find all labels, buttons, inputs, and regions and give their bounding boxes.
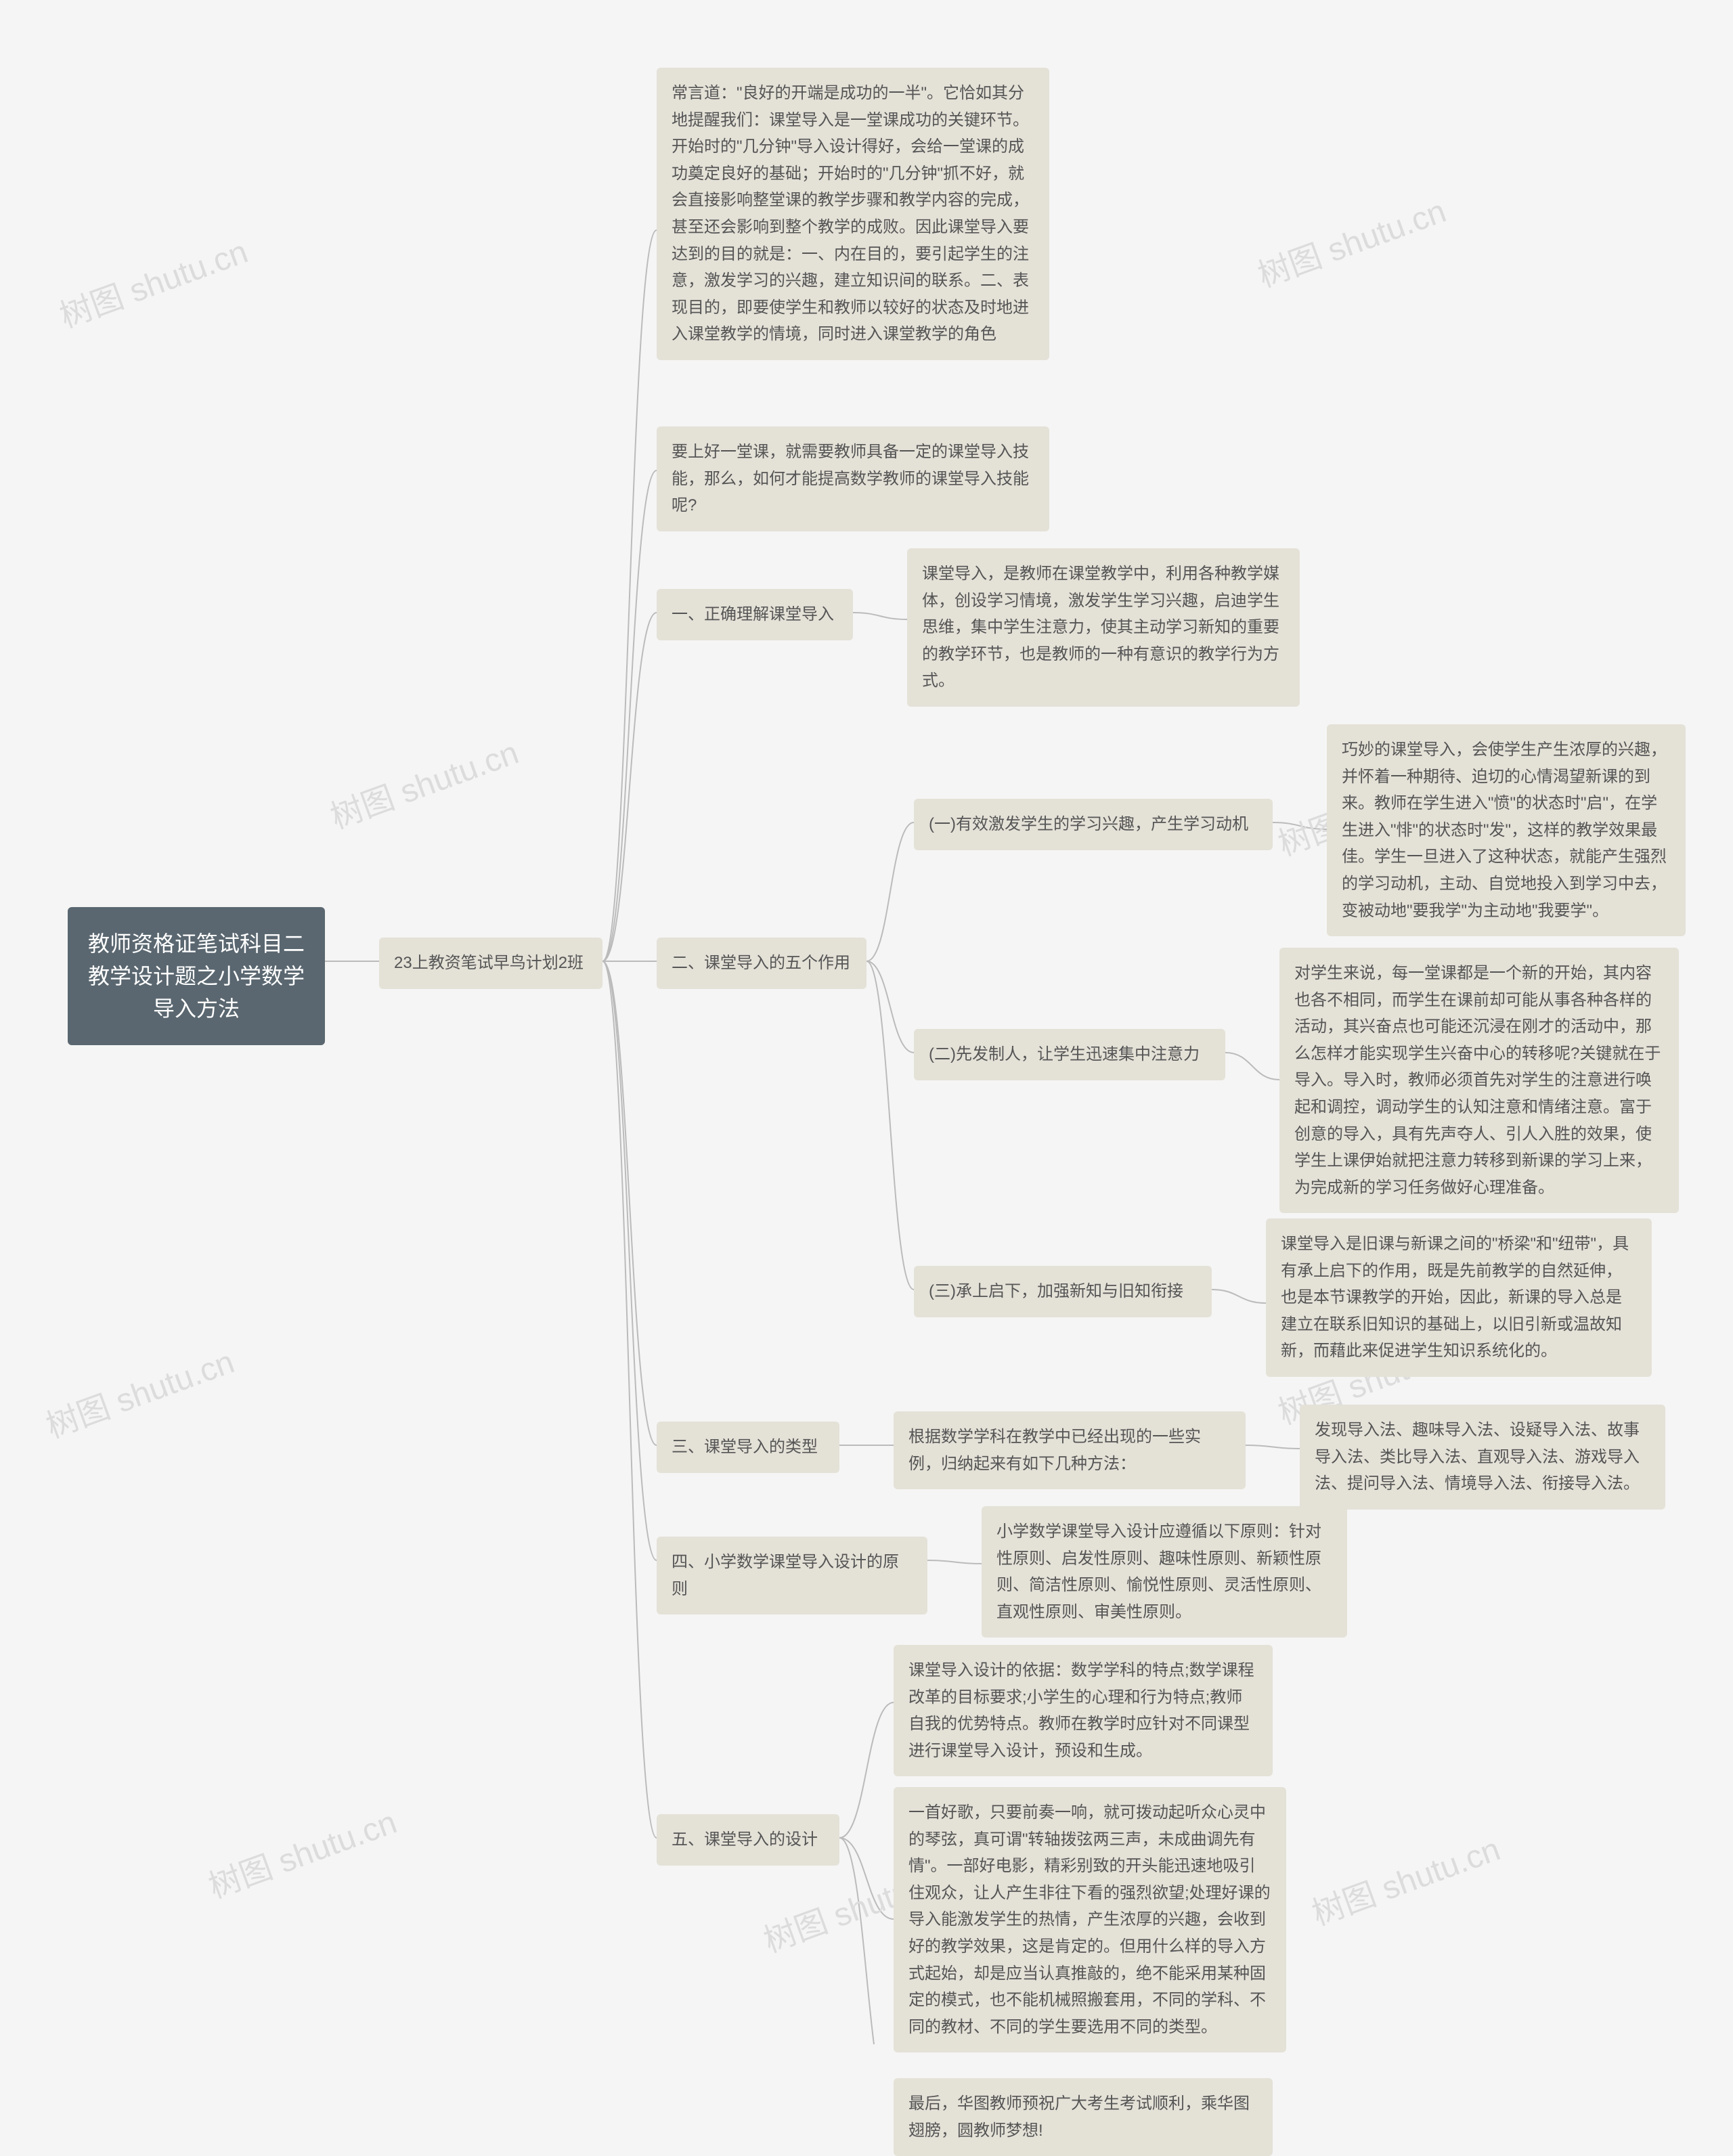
section-4-title[interactable]: 四、小学数学课堂导入设计的原则 xyxy=(657,1537,927,1614)
watermark: 树图 shutu.cn xyxy=(323,726,524,837)
intro-paragraph-2: 要上好一堂课，就需要教师具备一定的课堂导入技能，那么，如何才能提高数学教师的课堂… xyxy=(657,426,1049,531)
watermark: 树图 shutu.cn xyxy=(1304,1822,1506,1934)
section-5-content-2: 一首好歌，只要前奏一响，就可拨动起听众心灵中的琴弦，真可谓"转轴拨弦两三声，未成… xyxy=(894,1787,1286,2052)
section-3-content: 发现导入法、趣味导入法、设疑导入法、故事导入法、类比导入法、直观导入法、游戏导入… xyxy=(1300,1405,1665,1510)
section-4-content: 小学数学课堂导入设计应遵循以下原则：针对性原则、启发性原则、趣味性原则、新颖性原… xyxy=(982,1506,1347,1637)
section-2-sub3-content: 课堂导入是旧课与新课之间的"桥梁"和"纽带"，具有承上启下的作用，既是先前教学的… xyxy=(1266,1218,1652,1377)
section-2-sub2[interactable]: (二)先发制人，让学生迅速集中注意力 xyxy=(914,1029,1225,1080)
section-5-content-1: 课堂导入设计的依据：数学学科的特点;数学课程改革的目标要求;小学生的心理和行为特… xyxy=(894,1645,1273,1776)
watermark: 树图 shutu.cn xyxy=(39,1335,240,1447)
section-1-content: 课堂导入，是教师在课堂教学中，利用各种教学媒体，创设学习情境，激发学生学习兴趣，… xyxy=(907,548,1300,707)
section-2-sub3[interactable]: (三)承上启下，加强新知与旧知衔接 xyxy=(914,1266,1212,1317)
watermark: 树图 shutu.cn xyxy=(201,1795,402,1907)
watermark: 树图 shutu.cn xyxy=(52,225,253,336)
section-2-sub1[interactable]: (一)有效激发学生的学习兴趣，产生学习动机 xyxy=(914,799,1273,850)
section-5-title[interactable]: 五、课堂导入的设计 xyxy=(657,1814,839,1866)
section-3-mid: 根据数学学科在教学中已经出现的一些实例，归纳起来有如下几种方法： xyxy=(894,1411,1246,1489)
root-node[interactable]: 教师资格证笔试科目二教学设计题之小学数学导入方法 xyxy=(68,907,325,1045)
branch-plan[interactable]: 23上教资笔试早鸟计划2班 xyxy=(379,938,602,989)
section-2-title[interactable]: 二、课堂导入的五个作用 xyxy=(657,938,866,989)
watermark: 树图 shutu.cn xyxy=(1250,184,1451,296)
section-5-content-3: 最后，华图教师预祝广大考生考试顺利，乘华图翅膀，圆教师梦想! xyxy=(894,2078,1273,2156)
section-3-title[interactable]: 三、课堂导入的类型 xyxy=(657,1422,839,1473)
section-2-sub2-content: 对学生来说，每一堂课都是一个新的开始，其内容也各不相同，而学生在课前却可能从事各… xyxy=(1279,948,1679,1213)
section-2-sub1-content: 巧妙的课堂导入，会使学生产生浓厚的兴趣，并怀着一种期待、迫切的心情渴望新课的到来… xyxy=(1327,724,1686,936)
intro-paragraph-1: 常言道："良好的开端是成功的一半"。它恰如其分地提醒我们：课堂导入是一堂课成功的… xyxy=(657,68,1049,360)
section-1-title[interactable]: 一、正确理解课堂导入 xyxy=(657,589,853,640)
